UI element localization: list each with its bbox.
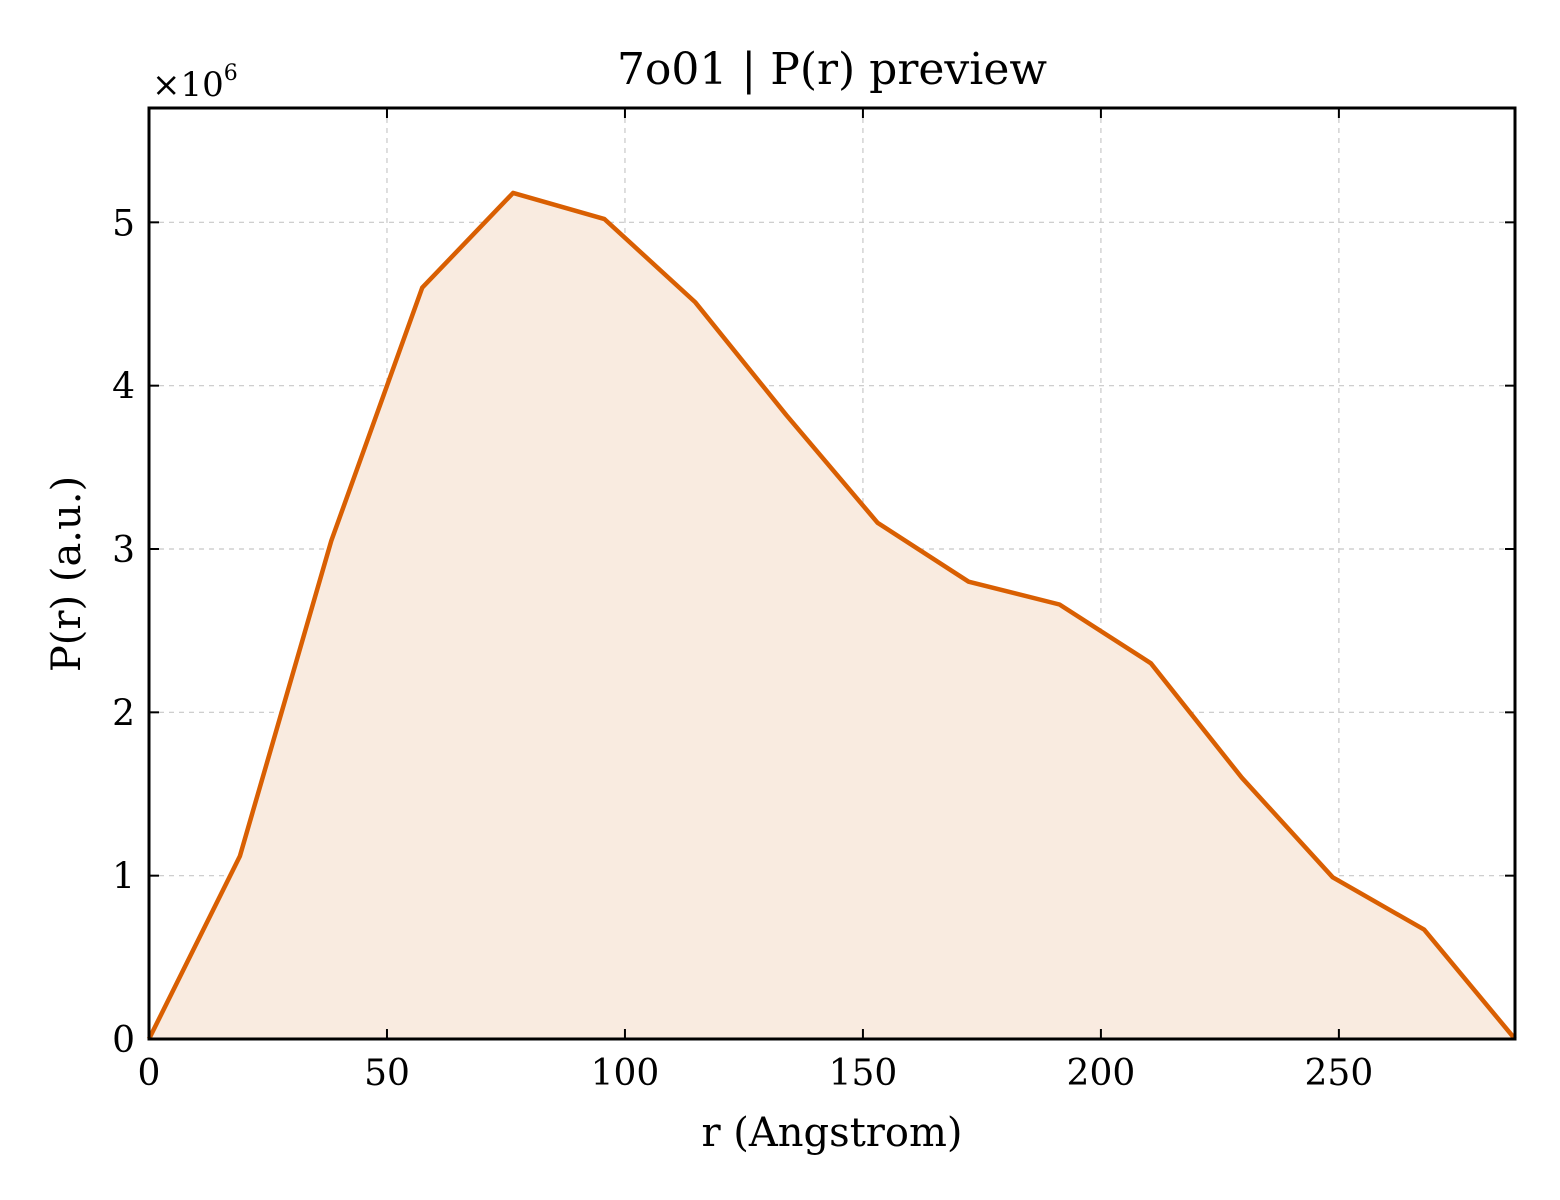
y-tick-label: 4 (112, 367, 135, 408)
x-tick-label: 150 (829, 1053, 898, 1094)
series-line (146, 190, 1517, 1041)
y-tick-label: 3 (112, 530, 135, 571)
y-multiplier-base: ×10 (152, 65, 224, 105)
y-axis-label: P(r) (a.u.) (44, 476, 90, 672)
y-tick-label: 5 (112, 203, 135, 244)
chart-title: 7o01 | P(r) preview (617, 44, 1047, 95)
x-tick-label: 250 (1305, 1053, 1374, 1094)
series-area-fill (149, 192, 1515, 1039)
x-tick-label: 50 (364, 1053, 410, 1094)
x-tick-label: 100 (591, 1053, 660, 1094)
y-multiplier: ×106 (152, 61, 238, 105)
x-axis-ticks: 0 50 100 150 200 250 (138, 108, 1374, 1094)
y-axis-ticks: 0 1 2 3 4 5 (112, 203, 1515, 1061)
y-tick-label: 0 (112, 1020, 135, 1061)
y-tick-label: 1 (112, 857, 135, 898)
y-multiplier-exponent: 6 (224, 61, 238, 86)
x-tick-label: 0 (138, 1053, 161, 1094)
plot-frame (147, 106, 1517, 1041)
y-tick-label: 2 (112, 693, 135, 734)
x-tick-label: 200 (1067, 1053, 1136, 1094)
x-axis-label: r (Angstrom) (701, 1110, 962, 1156)
